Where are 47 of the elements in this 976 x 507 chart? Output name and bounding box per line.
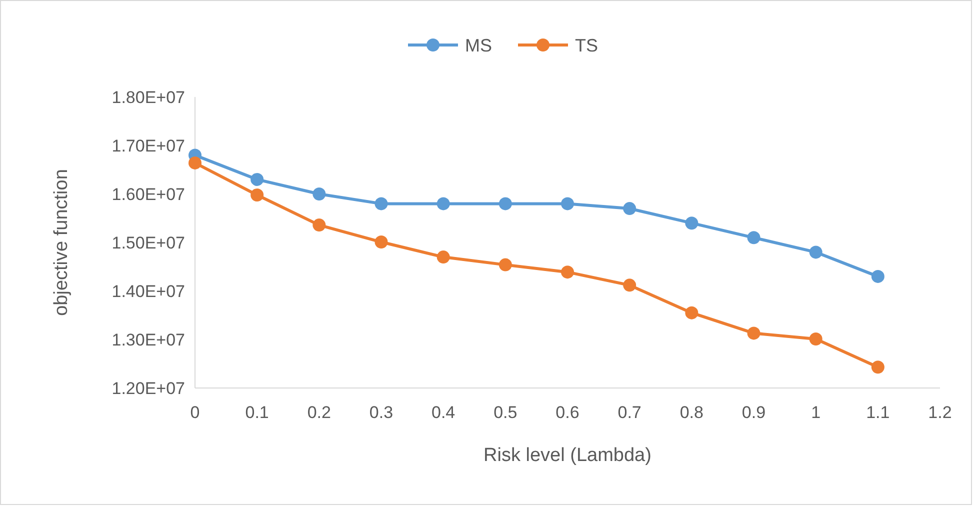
point [561, 266, 574, 279]
x-tick-label: 0.3 [369, 403, 394, 422]
x-axis-title: Risk level (Lambda) [484, 445, 652, 466]
point [188, 156, 202, 170]
point [312, 188, 326, 200]
y-tick-label: 1.50E+07 [112, 233, 185, 252]
point [498, 258, 512, 272]
x-tick-label: 0.5 [494, 403, 518, 422]
x-tick-label: 0.7 [618, 403, 642, 422]
point [747, 326, 760, 340]
x-tick-label: 0.9 [742, 403, 766, 422]
x-tick-label: 1 [811, 403, 821, 422]
point [623, 278, 636, 292]
x-tick-label: 1.1 [866, 403, 890, 422]
y-tick-label: 1.40E+07 [112, 282, 185, 301]
x-tick-label: 0.4 [432, 403, 456, 422]
y-tick-label: 1.80E+07 [112, 88, 185, 107]
point [623, 202, 636, 216]
x-tick-label: 0.1 [245, 403, 269, 422]
legend-label: TS [575, 35, 598, 56]
legend-label: MS [465, 35, 492, 56]
y-tick-label: 1.60E+07 [112, 184, 185, 204]
point [871, 360, 884, 374]
y-tick-label: 1.20E+07 [112, 378, 185, 398]
x-tick-label: 0.6 [556, 403, 580, 422]
point [436, 197, 450, 210]
point [374, 236, 388, 249]
x-tick-label: 0 [190, 403, 200, 422]
point [809, 246, 822, 259]
point [809, 332, 822, 346]
point [374, 197, 388, 210]
point [312, 218, 326, 232]
point [747, 231, 760, 244]
x-tick-label: 1.2 [928, 403, 952, 422]
point [685, 306, 698, 320]
point [498, 197, 512, 210]
point [436, 250, 450, 264]
point [871, 270, 884, 283]
y-tick-label: 1.70E+07 [112, 136, 185, 156]
point [561, 197, 574, 210]
y-tick-label: 1.30E+07 [112, 330, 185, 350]
x-tick-label: 0.2 [307, 403, 331, 422]
point [685, 216, 698, 230]
point [250, 188, 264, 202]
point [250, 172, 264, 186]
y-axis-title: objective function [51, 169, 72, 316]
x-tick-label: 0.8 [680, 403, 704, 422]
